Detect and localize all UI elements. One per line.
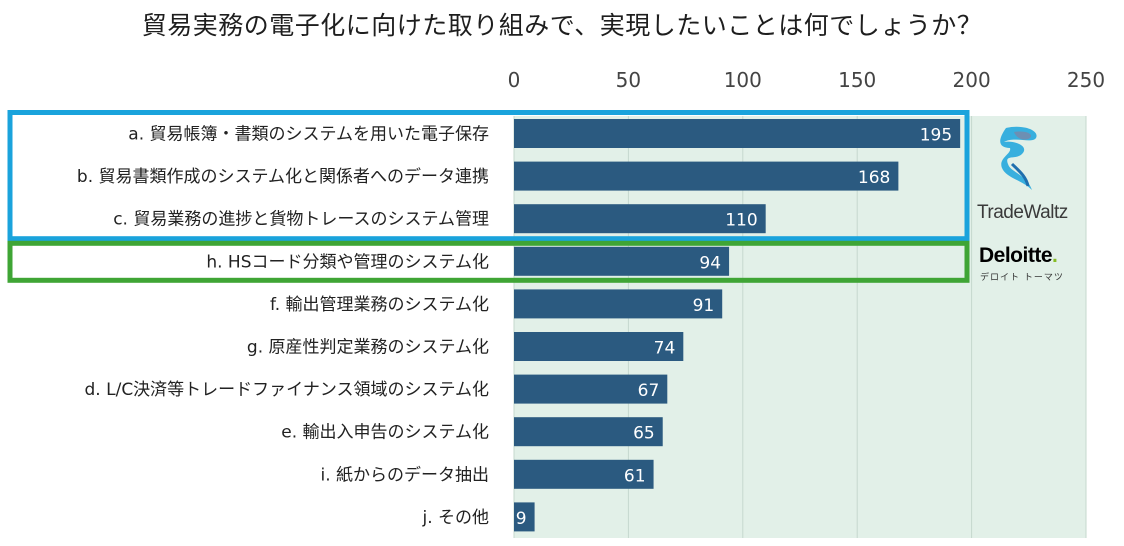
category-label: a. 貿易帳簿・書類のシステムを用いた電子保存 xyxy=(128,125,489,145)
bar xyxy=(514,119,961,148)
bar xyxy=(514,204,766,234)
tradewaltz-logo-text: TradeWaltz xyxy=(977,202,1068,223)
category-labels: a. 貿易帳簿・書類のシステムを用いた電子保存 b. 貿易書類作成のシステム化と関… xyxy=(77,125,489,528)
value-label: 91 xyxy=(693,296,715,316)
value-label: 67 xyxy=(638,381,660,401)
category-label: b. 貿易書類作成のシステム化と関係者へのデータ連携 xyxy=(77,166,489,187)
bar xyxy=(514,332,684,361)
bar xyxy=(514,459,654,489)
bar xyxy=(514,289,723,319)
value-label: 168 xyxy=(858,168,890,188)
x-tick-label: 200 xyxy=(953,68,991,92)
bar xyxy=(514,374,668,404)
x-axis-ticks: 0 50 100 150 200 250 xyxy=(508,68,1105,92)
x-tick-label: 50 xyxy=(616,68,641,92)
value-label: 74 xyxy=(654,339,676,359)
category-label: i. 紙からのデータ抽出 xyxy=(320,464,489,485)
x-tick-label: 150 xyxy=(838,68,876,92)
category-label: d. L/C決済等トレードファイナンス領域のシステム化 xyxy=(85,380,489,400)
highlight-frames xyxy=(7,110,970,283)
category-label: h. HSコード分類や管理のシステム化 xyxy=(206,252,489,272)
value-labels: 195 168 110 94 91 74 67 65 61 9 xyxy=(516,126,952,529)
deloitte-logo: Deloitte. xyxy=(979,244,1058,267)
value-label: 9 xyxy=(516,509,527,529)
bar xyxy=(514,417,663,447)
category-label: j. その他 xyxy=(421,508,489,528)
value-label: 94 xyxy=(699,253,721,273)
value-label: 65 xyxy=(633,424,655,444)
value-label: 61 xyxy=(624,466,646,486)
highlight-frame-green xyxy=(7,240,970,283)
x-tick-label: 100 xyxy=(724,68,762,92)
value-label: 195 xyxy=(920,126,952,146)
x-tick-label: 0 xyxy=(508,68,521,92)
category-label: e. 輸出入申告のシステム化 xyxy=(281,423,489,443)
bars xyxy=(514,119,961,532)
highlight-frame-blue xyxy=(7,110,970,242)
x-tick-label: 250 xyxy=(1067,68,1105,92)
category-label: c. 貿易業務の進捗と貨物トレースのシステム管理 xyxy=(113,210,489,230)
bar xyxy=(514,161,899,191)
tradewaltz-swirl-icon xyxy=(1000,126,1037,190)
chart-title: 貿易実務の電子化に向けた取り組みで、実現したいことは何でしょうか？ xyxy=(141,11,983,40)
category-label: f. 輸出管理業務のシステム化 xyxy=(270,295,489,315)
value-label: 110 xyxy=(725,211,757,231)
deloitte-logo-subtext: デロイト トーマツ xyxy=(980,273,1064,283)
bar xyxy=(514,246,730,276)
category-label: g. 原産性判定業務のシステム化 xyxy=(247,338,489,358)
bar xyxy=(514,502,535,532)
